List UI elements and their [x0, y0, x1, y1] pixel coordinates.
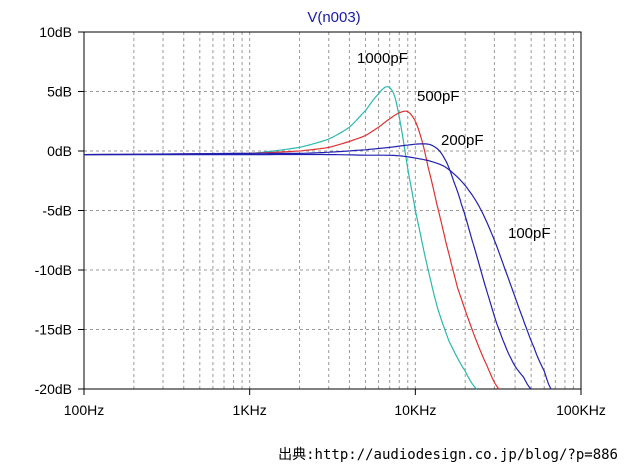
annotation-200pF: 200pF: [441, 132, 484, 149]
series-line-100pF: [84, 153, 552, 390]
series-line-1000pF: [83, 86, 478, 390]
y-tick-label: -20dB: [35, 381, 72, 397]
series-line-500pF: [83, 110, 500, 390]
y-tick-label: 5dB: [47, 84, 72, 100]
annotation-100pF: 100pF: [508, 225, 551, 242]
grid: [84, 32, 581, 389]
y-tick-label: -10dB: [35, 262, 72, 278]
x-axis-tick-labels: 100Hz 1KHz 10KHz 100KHz: [64, 389, 606, 418]
annotation-1000pF: 1000pF: [357, 50, 408, 67]
source-citation: 出典:http://audiodesign.co.jp/blog/?p=886: [278, 447, 618, 463]
y-tick-label: 0dB: [47, 143, 72, 159]
x-tick-label: 100Hz: [64, 402, 104, 418]
y-axis-tick-labels: 10dB 5dB 0dB -5dB -10dB -15dB -20dB: [35, 24, 84, 397]
x-tick-label: 10KHz: [394, 402, 436, 418]
x-tick-label: 100KHz: [556, 402, 606, 418]
y-tick-label: 10dB: [39, 24, 72, 40]
series-annotations: 1000pF 500pF 200pF 100pF: [357, 50, 551, 242]
x-tick-label: 1KHz: [233, 402, 267, 418]
y-tick-label: -15dB: [35, 322, 72, 338]
series-lines: [83, 86, 552, 390]
annotation-500pF: 500pF: [417, 88, 460, 105]
series-line-200pF: [83, 143, 532, 390]
chart-title: V(n003): [307, 9, 360, 26]
y-tick-label: -5dB: [42, 203, 72, 219]
